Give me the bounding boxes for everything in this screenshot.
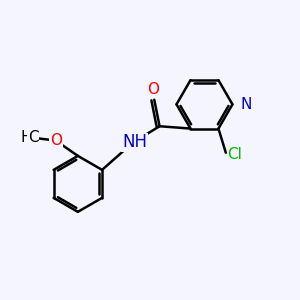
- Text: 3: 3: [27, 134, 34, 144]
- Text: H: H: [21, 130, 32, 145]
- Text: NH: NH: [122, 134, 147, 152]
- Text: N: N: [241, 97, 252, 112]
- Text: H: H: [20, 130, 32, 145]
- Text: H: H: [21, 130, 32, 145]
- Text: Cl: Cl: [227, 147, 242, 162]
- Text: O: O: [147, 82, 159, 97]
- Text: O: O: [50, 133, 62, 148]
- Text: C: C: [28, 130, 39, 145]
